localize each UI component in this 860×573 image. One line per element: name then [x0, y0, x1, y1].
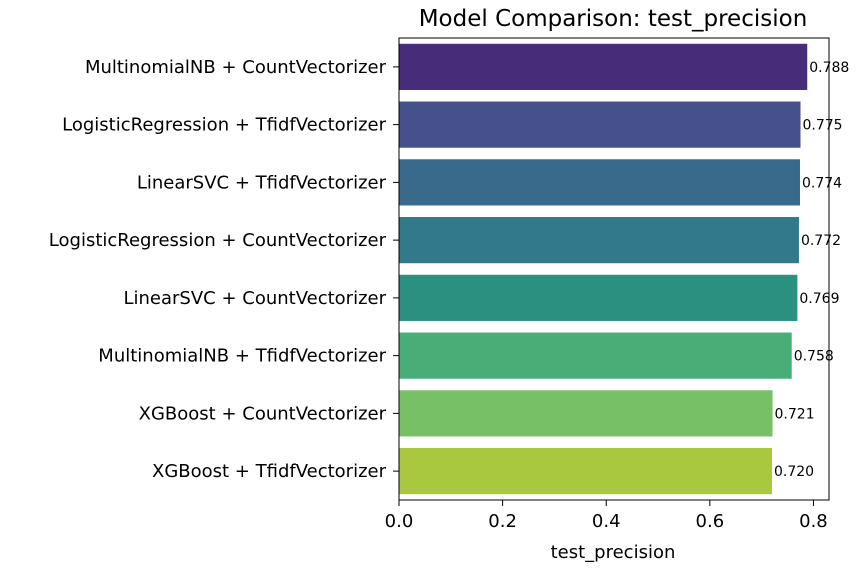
data-label: 0.758 — [794, 349, 834, 365]
category-label: LogisticRegression + CountVectorizer — [49, 230, 387, 251]
bar — [399, 274, 798, 321]
data-label: 0.775 — [803, 118, 843, 134]
bar — [399, 101, 801, 148]
category-label: LogisticRegression + TfidfVectorizer — [62, 115, 386, 136]
bar — [399, 332, 792, 379]
category-label: MultinomialNB + CountVectorizer — [85, 57, 387, 78]
data-label: 0.774 — [802, 175, 842, 191]
bar — [399, 448, 773, 495]
category-label: LinearSVC + TfidfVectorizer — [137, 172, 387, 193]
x-tick-label: 0.0 — [385, 511, 414, 532]
bar — [399, 390, 773, 437]
data-label: 0.769 — [799, 291, 839, 307]
category-label: XGBoost + TfidfVectorizer — [152, 461, 387, 482]
bar — [399, 159, 800, 206]
data-label: 0.720 — [774, 464, 814, 480]
data-label: 0.721 — [775, 406, 815, 422]
bars-group — [399, 43, 808, 495]
x-axis: 0.0 0.2 0.4 0.6 0.8 — [385, 500, 828, 532]
x-tick-label: 0.6 — [696, 511, 725, 532]
x-axis-label: test_precision — [551, 542, 676, 563]
category-labels: MultinomialNB + CountVectorizer LogisticR… — [49, 57, 399, 482]
data-label: 0.772 — [801, 233, 841, 249]
x-tick-label: 0.8 — [799, 511, 828, 532]
plot-frame — [398, 37, 830, 501]
category-label: XGBoost + CountVectorizer — [139, 403, 387, 424]
x-tick-label: 0.4 — [592, 511, 621, 532]
x-tick-label: 0.2 — [488, 511, 517, 532]
category-label: MultinomialNB + TfidfVectorizer — [98, 346, 386, 367]
bar — [399, 217, 799, 264]
bar — [399, 43, 808, 90]
category-label: LinearSVC + CountVectorizer — [123, 288, 386, 309]
chart-title: Model Comparison: test_precision — [419, 6, 808, 32]
